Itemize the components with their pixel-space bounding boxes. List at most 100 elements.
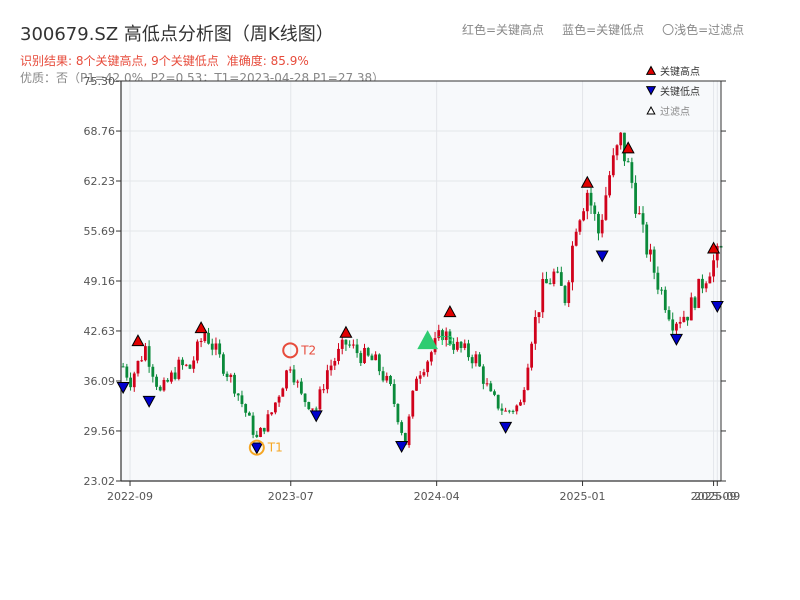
candle-down	[496, 394, 500, 409]
candle-down	[389, 375, 392, 385]
candle-down	[188, 364, 192, 369]
candle-up	[214, 343, 218, 350]
candle-down	[667, 310, 671, 320]
candle-up	[689, 297, 693, 321]
candle-down	[299, 381, 303, 394]
candle-down	[396, 403, 400, 423]
candle-down	[493, 391, 496, 395]
key-low-marker	[142, 395, 156, 408]
candle-up	[567, 282, 571, 304]
candle-up	[162, 379, 166, 391]
candle-down	[467, 343, 470, 358]
candle-up	[374, 354, 378, 361]
candle-up	[270, 412, 274, 415]
candle-up	[177, 359, 181, 379]
x-tick-label: 2025-01	[560, 490, 606, 503]
t3-marker	[417, 330, 438, 350]
candle-down	[181, 359, 184, 366]
candle-down	[303, 393, 307, 403]
candle-up	[712, 260, 715, 277]
candle-down	[314, 408, 318, 410]
candle-up	[571, 245, 574, 283]
key-high-marker	[443, 305, 457, 318]
x-tick-label: 2024-04	[414, 490, 460, 503]
candle-down	[701, 278, 704, 289]
candle-up	[619, 132, 623, 146]
candle-down	[563, 285, 567, 304]
legend-filtered-icon	[646, 105, 656, 115]
candle-down	[441, 330, 444, 341]
candle-down	[244, 404, 248, 413]
candle-up	[415, 378, 418, 391]
candle-down	[129, 377, 132, 388]
candle-down	[641, 213, 645, 225]
candle-up	[444, 331, 448, 341]
candle-up	[519, 402, 522, 406]
candle-down	[452, 343, 456, 350]
candle-up	[678, 321, 682, 324]
candle-down	[348, 344, 352, 346]
candle-up	[144, 346, 147, 361]
candle-down	[660, 289, 663, 291]
key-high-marker	[580, 175, 594, 188]
candle-down	[158, 386, 162, 391]
candle-up	[649, 249, 652, 255]
candle-up	[682, 316, 686, 322]
candle-down	[366, 347, 370, 356]
result-accuracy: 准确度: 85.9%	[226, 54, 309, 68]
candle-down	[251, 415, 255, 435]
candle-up	[281, 388, 285, 397]
chart-title: 300679.SZ 高低点分析图（周K线图）	[20, 24, 334, 45]
candle-down	[155, 376, 158, 387]
candle-up	[411, 390, 415, 417]
candle-down	[671, 319, 675, 331]
candle-down	[686, 316, 689, 321]
candle-down	[173, 372, 177, 379]
candle-up	[541, 278, 545, 313]
candle-up	[533, 317, 537, 344]
candle-up	[266, 414, 270, 432]
top-legend-filtered: 〇浅色=过滤点	[662, 23, 745, 37]
candle-down	[623, 132, 626, 162]
candle-up	[285, 370, 288, 389]
candle-down	[459, 341, 463, 348]
candle-up	[530, 343, 534, 368]
t2-label: T2	[300, 343, 316, 357]
candle-down	[210, 343, 214, 350]
candle-down	[559, 272, 563, 286]
candle-down	[381, 371, 385, 381]
candle-down	[240, 395, 244, 405]
candle-down	[556, 271, 560, 273]
candle-down	[656, 272, 660, 290]
candle-down	[166, 379, 170, 382]
candle-down	[292, 369, 296, 383]
top-legend-high: 红色=关键高点	[462, 23, 545, 37]
candle-up	[708, 276, 712, 284]
candle-up	[608, 175, 611, 196]
y-tick-label: 49.16	[84, 275, 116, 288]
candle-up	[340, 339, 344, 349]
candle-down	[597, 213, 600, 234]
candle-up	[418, 375, 422, 379]
candle-down	[307, 402, 311, 410]
candle-up	[474, 354, 478, 364]
candle-up	[259, 427, 262, 437]
candle-up	[585, 192, 589, 212]
candle-up	[329, 365, 333, 371]
candle-down	[500, 408, 504, 411]
candle-up	[697, 278, 701, 308]
legend-entry: 过滤点	[660, 105, 690, 118]
candle-down	[247, 412, 251, 416]
candle-up	[537, 312, 541, 318]
key-low-marker	[250, 442, 264, 455]
key-low-marker	[395, 440, 409, 454]
candle-up	[526, 367, 530, 390]
legend-high-icon	[645, 65, 657, 75]
candle-down	[507, 410, 511, 412]
candle-down	[262, 427, 266, 432]
candle-up	[277, 396, 281, 403]
candle-down	[478, 354, 482, 367]
candle-up	[337, 348, 340, 362]
candle-down	[255, 434, 259, 437]
